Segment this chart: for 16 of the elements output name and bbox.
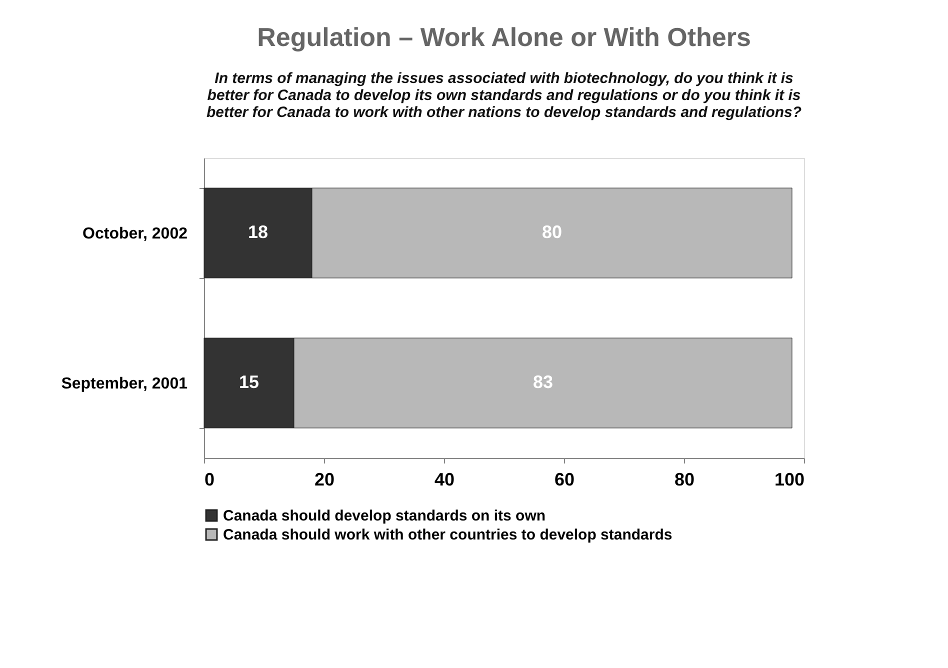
data-label: 18	[248, 222, 268, 242]
chart-subtitle: In terms of managing the issues associated with biotechnology, do you think it is better for Canada to develop its own standards and regulations or do you think it is better for Canada to work with other nations to develop standards and regulations?	[206, 70, 802, 121]
x-tick-label: 40	[434, 470, 455, 490]
x-tick-label: 0	[204, 470, 215, 490]
x-tick-label: 20	[314, 470, 335, 490]
data-label: 15	[238, 372, 260, 392]
y-tick-label: October, 2002	[82, 226, 188, 242]
legend-label: Canada should work with other countries to develop standards	[223, 526, 672, 544]
data-label: 80	[542, 222, 562, 242]
chart-title: Regulation – Work Alone or With Others	[257, 22, 751, 52]
y-tick-label: September, 2001	[61, 376, 188, 392]
legend-label: Canada should develop standards on its own	[223, 508, 546, 524]
x-tick-label: 100	[774, 470, 804, 490]
data-label: 83	[532, 372, 554, 392]
x-tick-label: 80	[674, 470, 695, 490]
x-tick-label: 60	[554, 470, 575, 490]
